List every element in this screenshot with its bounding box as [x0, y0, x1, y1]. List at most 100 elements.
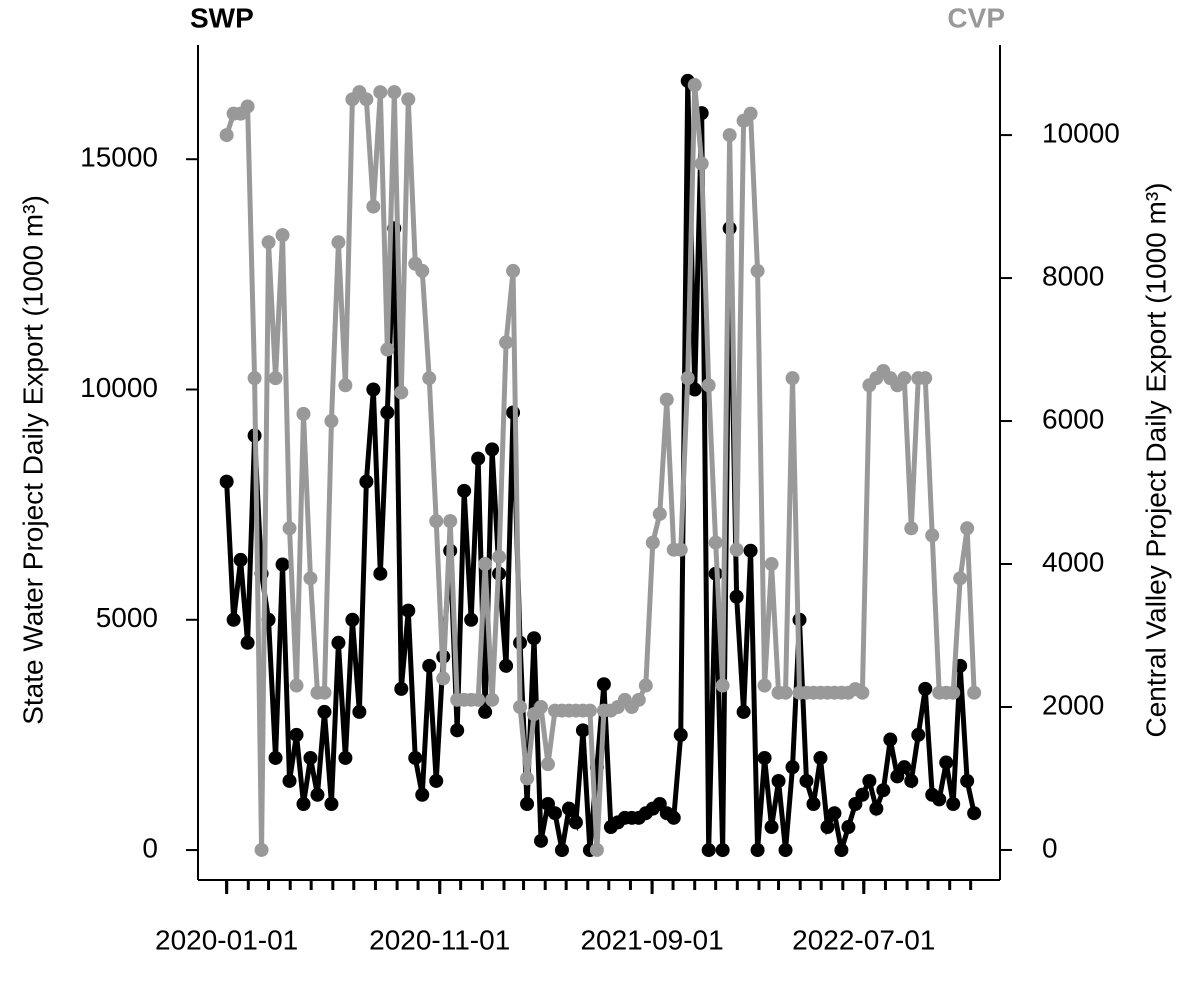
- point: [715, 678, 730, 693]
- point: [478, 557, 493, 572]
- point: [219, 474, 234, 489]
- point: [261, 235, 276, 250]
- point: [268, 750, 283, 765]
- point: [673, 727, 688, 742]
- point: [722, 128, 737, 143]
- point: [457, 483, 472, 498]
- point: [799, 773, 814, 788]
- x-tick-label: 2020-11-01: [369, 924, 510, 955]
- point: [939, 755, 954, 770]
- y2-tick-label: 4000: [1042, 546, 1104, 577]
- point: [568, 815, 583, 830]
- point: [338, 378, 353, 393]
- point: [820, 820, 835, 835]
- point: [946, 685, 961, 700]
- point: [911, 727, 926, 742]
- point: [813, 750, 828, 765]
- point: [736, 704, 751, 719]
- point: [422, 658, 437, 673]
- y-tick-label: 10000: [80, 372, 158, 403]
- y-axis-title: State Water Project Daily Export (1000 m…: [17, 195, 48, 725]
- x-tick-label: 2021-09-01: [580, 924, 723, 955]
- point: [932, 792, 947, 807]
- point: [687, 78, 702, 93]
- cvp-label: CVP: [947, 2, 1005, 33]
- point: [499, 658, 514, 673]
- point: [373, 85, 388, 100]
- point: [547, 806, 562, 821]
- point: [240, 635, 255, 650]
- point: [925, 528, 940, 543]
- point: [876, 783, 891, 798]
- point: [310, 787, 325, 802]
- point: [520, 797, 535, 812]
- point: [275, 228, 290, 243]
- point: [582, 703, 597, 718]
- point: [806, 797, 821, 812]
- point: [296, 797, 311, 812]
- y-tick-label: 15000: [80, 142, 158, 173]
- point: [645, 535, 660, 550]
- point: [904, 773, 919, 788]
- y2-tick-label: 6000: [1042, 403, 1104, 434]
- point: [869, 801, 884, 816]
- point: [757, 678, 772, 693]
- point: [575, 723, 590, 738]
- point: [554, 843, 569, 858]
- point: [478, 704, 493, 719]
- point: [233, 552, 248, 567]
- point: [422, 371, 437, 386]
- point: [450, 723, 465, 738]
- series-line: [224, 84, 977, 851]
- point: [492, 549, 507, 564]
- point: [513, 699, 528, 714]
- point: [764, 557, 779, 572]
- point: [268, 371, 283, 386]
- point: [778, 843, 793, 858]
- point: [366, 199, 381, 214]
- point: [338, 750, 353, 765]
- point: [729, 542, 744, 557]
- point: [960, 773, 975, 788]
- point: [485, 442, 500, 457]
- swp-label: SWP: [190, 2, 254, 33]
- point: [401, 92, 416, 107]
- point: [429, 773, 444, 788]
- point: [701, 843, 716, 858]
- point: [841, 820, 856, 835]
- point: [897, 371, 912, 386]
- point: [652, 506, 667, 521]
- point: [534, 699, 549, 714]
- point: [855, 685, 870, 700]
- point: [967, 685, 982, 700]
- point: [282, 521, 297, 536]
- point: [408, 750, 423, 765]
- point: [827, 806, 842, 821]
- point: [715, 843, 730, 858]
- point: [883, 732, 898, 747]
- point: [764, 820, 779, 835]
- point: [953, 571, 968, 586]
- point: [436, 671, 451, 686]
- point: [785, 760, 800, 775]
- point: [296, 406, 311, 421]
- point: [729, 589, 744, 604]
- point: [520, 771, 535, 786]
- point: [960, 521, 975, 536]
- point: [499, 335, 514, 350]
- point: [359, 474, 374, 489]
- point: [373, 566, 388, 581]
- point: [918, 371, 933, 386]
- point: [708, 535, 723, 550]
- point: [750, 263, 765, 278]
- point: [967, 806, 982, 821]
- point: [596, 677, 611, 692]
- point: [561, 801, 576, 816]
- point: [387, 85, 402, 100]
- point: [589, 842, 604, 857]
- point: [219, 128, 234, 143]
- y2-tick-label: 2000: [1042, 689, 1104, 720]
- point: [331, 235, 346, 250]
